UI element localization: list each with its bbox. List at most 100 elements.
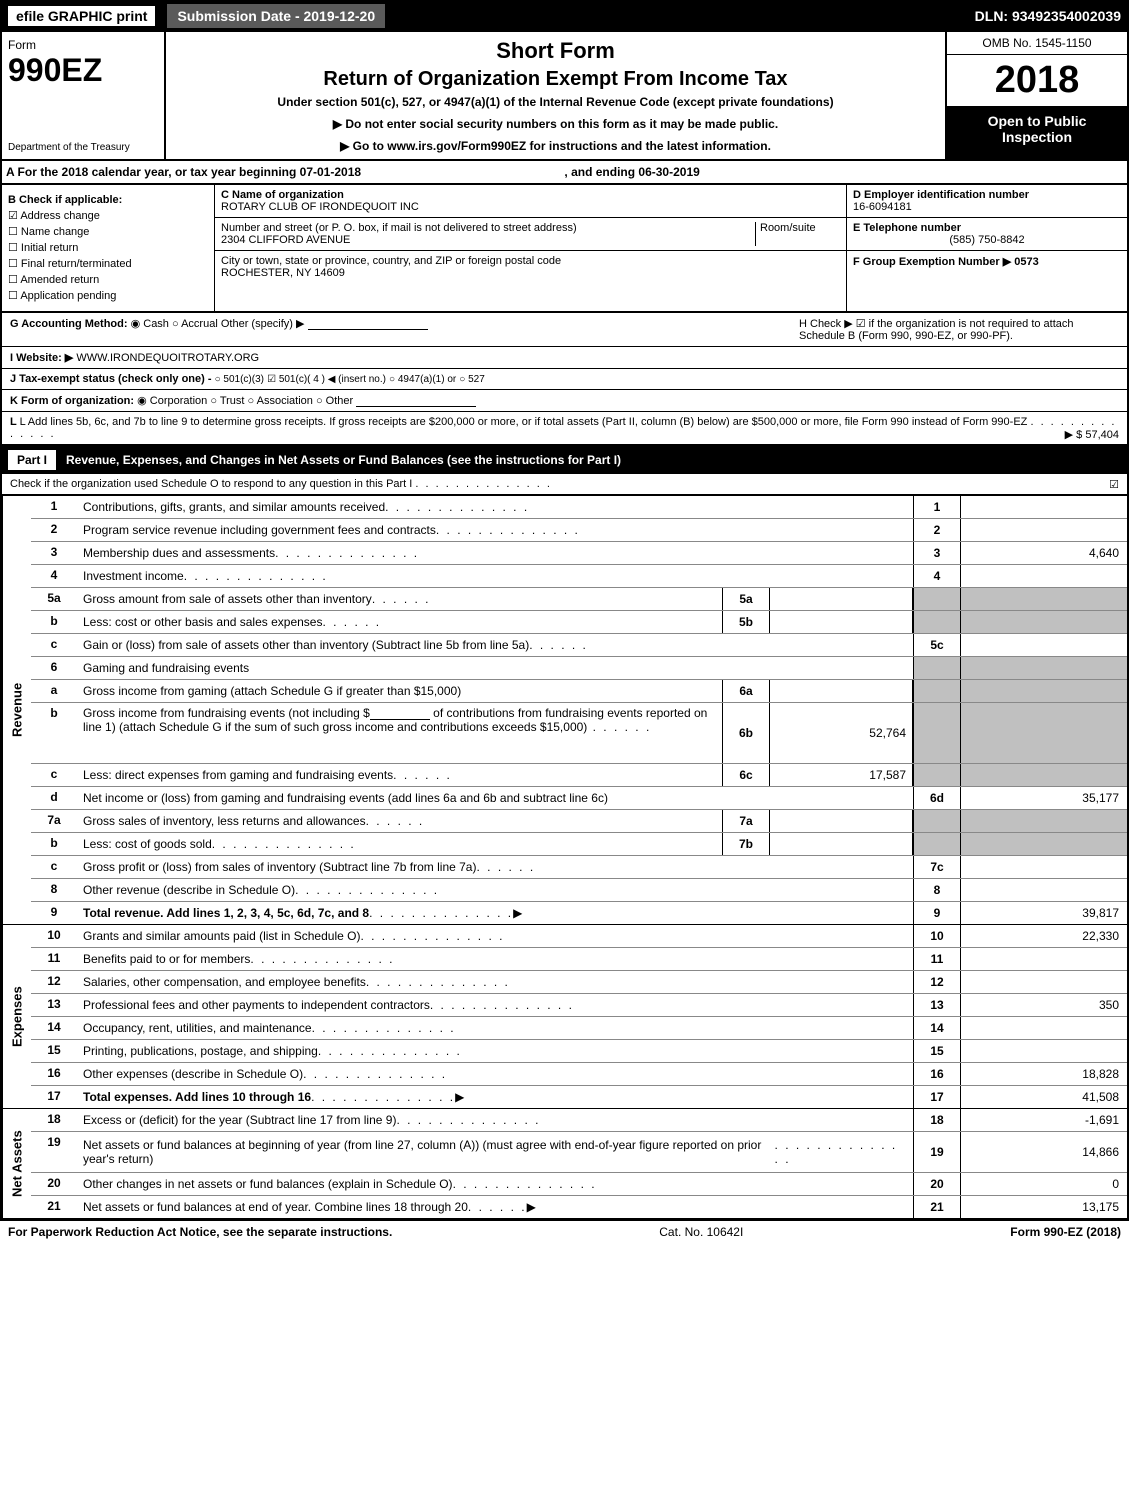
line-19: 19 Net assets or fund balances at beginn… [31, 1132, 1127, 1173]
line-4: 4 Investment income 4 [31, 565, 1127, 588]
check-initial-return[interactable]: Initial return [8, 241, 208, 254]
website-value[interactable]: WWW.IRONDEQUOITROTARY.ORG [76, 352, 259, 364]
h-check: H Check ▶ ☑ if the organization is not r… [791, 317, 1119, 342]
value-9: 39,817 [960, 902, 1127, 924]
line-7c: c Gross profit or (loss) from sales of i… [31, 856, 1127, 879]
name-address-column: C Name of organization ROTARY CLUB OF IR… [215, 185, 846, 311]
page-footer: For Paperwork Reduction Act Notice, see … [0, 1220, 1129, 1243]
line-7b: b Less: cost of goods sold 7b [31, 833, 1127, 856]
misc-section: G Accounting Method: Cash Accrual Other … [0, 313, 1129, 446]
e-label: E Telephone number [853, 222, 1121, 234]
row-g-h: G Accounting Method: Cash Accrual Other … [2, 313, 1127, 347]
value-2 [960, 519, 1127, 541]
no-ssn-text: ▶ Do not enter social security numbers o… [172, 117, 939, 131]
value-6b: 52,764 [770, 703, 913, 763]
room-suite-label: Room/suite [755, 222, 840, 246]
period-end: , and ending 06-30-2019 [564, 165, 699, 179]
value-7b [770, 833, 913, 855]
radio-4947[interactable]: 4947(a)(1) or [389, 374, 456, 385]
line-14: 14 Occupancy, rent, utilities, and maint… [31, 1017, 1127, 1040]
radio-assoc[interactable]: Association [248, 395, 313, 407]
line-8: 8 Other revenue (describe in Schedule O)… [31, 879, 1127, 902]
value-6d: 35,177 [960, 787, 1127, 809]
value-5a [770, 588, 913, 610]
line-1: 1 Contributions, gifts, grants, and simi… [31, 496, 1127, 519]
g-accounting: G Accounting Method: Cash Accrual Other … [10, 317, 791, 342]
dept-treasury: Department of the Treasury [8, 142, 158, 153]
line-18: 18 Excess or (deficit) for the year (Sub… [31, 1109, 1127, 1132]
line-7a: 7a Gross sales of inventory, less return… [31, 810, 1127, 833]
value-21: 13,175 [960, 1196, 1127, 1218]
group-exemption-row: F Group Exemption Number ▶ 0573 [847, 251, 1127, 272]
value-5b [770, 611, 913, 633]
value-10: 22,330 [960, 925, 1127, 947]
value-8 [960, 879, 1127, 901]
under-section-text: Under section 501(c), 527, or 4947(a)(1)… [172, 95, 939, 109]
goto-link[interactable]: ▶ Go to www.irs.gov/Form990EZ for instru… [172, 139, 939, 153]
radio-527[interactable]: 527 [459, 374, 485, 385]
open-public-label: Open to Public Inspection [947, 107, 1127, 159]
footer-center: Cat. No. 10642I [392, 1225, 1010, 1239]
line-15: 15 Printing, publications, postage, and … [31, 1040, 1127, 1063]
row-k: K Form of organization: Corporation Trus… [2, 390, 1127, 412]
radio-corp[interactable]: Corporation [137, 395, 207, 407]
part1-label: Part I [8, 450, 56, 470]
part1-table: Revenue 1 Contributions, gifts, grants, … [0, 496, 1129, 1220]
c-label: C Name of organization [221, 189, 840, 201]
check-application-pending[interactable]: Application pending [8, 289, 208, 302]
form-word: Form [8, 38, 158, 52]
line-5c: c Gain or (loss) from sale of assets oth… [31, 634, 1127, 657]
header-left: Form 990EZ Department of the Treasury [2, 32, 166, 159]
radio-trust[interactable]: Trust [210, 395, 244, 407]
checks-column: B Check if applicable: Address change Na… [2, 185, 215, 311]
check-name-change[interactable]: Name change [8, 225, 208, 238]
value-15 [960, 1040, 1127, 1062]
radio-accrual[interactable]: Accrual [172, 318, 218, 330]
part1-checkbox[interactable]: ☑ [1109, 478, 1119, 491]
side-label-revenue: Revenue [2, 496, 31, 924]
value-1 [960, 496, 1127, 518]
value-7a [770, 810, 913, 832]
radio-cash[interactable]: Cash [131, 318, 169, 330]
value-16: 18,828 [960, 1063, 1127, 1085]
f-label: F Group Exemption Number ▶ 0573 [853, 255, 1121, 268]
phone-row: E Telephone number (585) 750-8842 [847, 218, 1127, 251]
header-mid: Short Form Return of Organization Exempt… [166, 32, 945, 159]
org-name: ROTARY CLUB OF IRONDEQUOIT INC [221, 201, 840, 213]
check-address-change[interactable]: Address change [8, 209, 208, 222]
check-501c[interactable]: 501(c)( 4 ) ◀ (insert no.) [267, 374, 386, 385]
value-18: -1,691 [960, 1109, 1127, 1131]
k-other-blank[interactable] [356, 394, 476, 407]
form-header: Form 990EZ Department of the Treasury Sh… [0, 32, 1129, 161]
city-value: ROCHESTER, NY 14609 [221, 267, 840, 279]
top-bar: efile GRAPHIC print Submission Date - 20… [0, 0, 1129, 32]
check-final-return[interactable]: Final return/terminated [8, 257, 208, 270]
form-number: 990EZ [8, 52, 158, 89]
ein-row: D Employer identification number 16-6094… [847, 185, 1127, 218]
value-4 [960, 565, 1127, 587]
line-17: 17 Total expenses. Add lines 10 through … [31, 1086, 1127, 1108]
line-6a: a Gross income from gaming (attach Sched… [31, 680, 1127, 703]
radio-501c3[interactable]: 501(c)(3) [215, 374, 264, 385]
line-6c: c Less: direct expenses from gaming and … [31, 764, 1127, 787]
value-14 [960, 1017, 1127, 1039]
footer-left: For Paperwork Reduction Act Notice, see … [8, 1225, 392, 1239]
period-row: A For the 2018 calendar year, or tax yea… [0, 161, 1129, 185]
street-value: 2304 CLIFFORD AVENUE [221, 234, 755, 246]
line-12: 12 Salaries, other compensation, and emp… [31, 971, 1127, 994]
line-2: 2 Program service revenue including gove… [31, 519, 1127, 542]
line-5b: b Less: cost or other basis and sales ex… [31, 611, 1127, 634]
header-right: OMB No. 1545-1150 2018 Open to Public In… [945, 32, 1127, 159]
value-5c [960, 634, 1127, 656]
phone-value: (585) 750-8842 [853, 234, 1121, 246]
part1-check-row: Check if the organization used Schedule … [0, 474, 1129, 496]
value-12 [960, 971, 1127, 993]
value-7c [960, 856, 1127, 878]
value-17: 41,508 [960, 1086, 1127, 1108]
street-label: Number and street (or P. O. box, if mail… [221, 222, 755, 234]
radio-other[interactable]: Other [316, 395, 353, 407]
check-amended-return[interactable]: Amended return [8, 273, 208, 286]
row-l: L L Add lines 5b, 6c, and 7b to line 9 t… [2, 412, 1127, 444]
city-label: City or town, state or province, country… [221, 255, 840, 267]
g-other-blank[interactable] [308, 317, 428, 330]
